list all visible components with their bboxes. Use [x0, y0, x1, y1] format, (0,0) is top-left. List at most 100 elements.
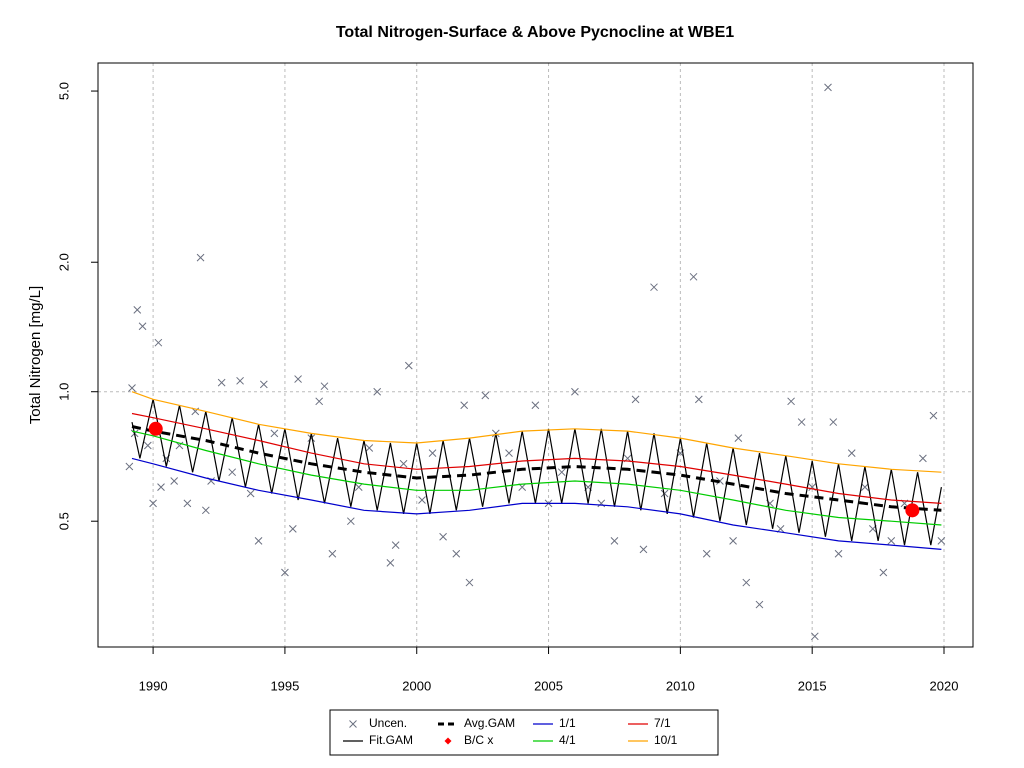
- data-point: [810, 632, 819, 641]
- data-point: [143, 441, 152, 450]
- data-point: [365, 444, 374, 452]
- data-point: [689, 272, 698, 281]
- legend-label: Avg.GAM: [464, 716, 515, 730]
- legend-label: Uncen.: [369, 716, 407, 730]
- y-tick-label: 0.5: [56, 512, 71, 530]
- data-point: [328, 549, 337, 558]
- data-point: [919, 454, 927, 463]
- data-point: [428, 449, 437, 457]
- data-point: [288, 524, 297, 533]
- data-point: [259, 380, 268, 389]
- data-point: [133, 305, 142, 314]
- data-point: [787, 397, 795, 406]
- series-line: [131, 412, 942, 504]
- data-point: [391, 541, 400, 549]
- data-point: [228, 468, 237, 477]
- data-point: [887, 537, 896, 545]
- series-line: [131, 425, 942, 512]
- data-point: [729, 537, 737, 545]
- data-point: [702, 549, 711, 558]
- data-point: [660, 489, 669, 498]
- data-point: [320, 382, 329, 391]
- data-point: [531, 401, 540, 410]
- data-point: [824, 83, 832, 92]
- data-point: [373, 387, 382, 396]
- x-tick-label: 1995: [270, 678, 299, 693]
- data-point: [694, 395, 703, 404]
- data-point: [128, 384, 136, 392]
- data-point: [183, 499, 192, 508]
- legend-label: 10/1: [654, 733, 678, 747]
- data-point: [610, 537, 619, 545]
- data-point: [439, 532, 447, 541]
- data-point: [196, 253, 205, 262]
- data-point: [929, 411, 938, 420]
- data-point: [505, 449, 513, 457]
- legend-swatch: [349, 720, 357, 728]
- data-point: [937, 537, 946, 545]
- data-point: [254, 537, 263, 545]
- legend-swatch: [444, 737, 452, 745]
- data-point: [404, 361, 413, 370]
- legend-label: 7/1: [654, 716, 671, 730]
- data-point: [294, 375, 302, 383]
- x-tick-label: 2010: [666, 678, 695, 693]
- data-point: [847, 449, 856, 457]
- data-point: [734, 434, 743, 442]
- data-point: [650, 283, 658, 292]
- series-line: [131, 430, 942, 526]
- legend-label: Fit.GAM: [369, 733, 413, 747]
- data-point: [175, 441, 184, 450]
- data-point: [170, 477, 179, 485]
- data-point: [879, 568, 888, 577]
- data-point: [236, 376, 244, 385]
- bc-point: [905, 503, 920, 518]
- y-tick-label: 1.0: [56, 383, 71, 401]
- data-point: [861, 483, 869, 492]
- data-point: [557, 468, 566, 477]
- data-point: [460, 401, 469, 410]
- data-point: [452, 549, 461, 558]
- data-point: [154, 338, 163, 347]
- data-point: [201, 506, 210, 515]
- data-point: [346, 517, 355, 526]
- plot-frame: [97, 62, 974, 648]
- data-point: [157, 483, 165, 492]
- legend-label: 4/1: [559, 733, 576, 747]
- data-point: [418, 496, 426, 504]
- x-tick-label: 2000: [402, 678, 431, 693]
- x-tick-label: 1990: [139, 678, 168, 693]
- chart-title: Total Nitrogen-Surface & Above Pycnoclin…: [336, 24, 734, 41]
- data-point: [465, 578, 474, 587]
- data-point: [149, 499, 157, 508]
- data-point: [829, 418, 838, 426]
- data-point: [281, 568, 289, 577]
- data-point: [639, 545, 648, 554]
- bc-point: [148, 421, 163, 436]
- data-point: [138, 322, 147, 331]
- data-point: [742, 578, 751, 587]
- data-point: [834, 549, 843, 558]
- data-point: [797, 418, 806, 426]
- y-tick-label: 5.0: [56, 82, 71, 100]
- data-point: [755, 600, 764, 609]
- data-point: [307, 434, 316, 442]
- data-point: [125, 462, 134, 471]
- data-point: [571, 387, 579, 396]
- x-tick-label: 2015: [798, 678, 827, 693]
- x-tick-label: 2005: [534, 678, 563, 693]
- y-axis-title: Total Nitrogen [mg/L]: [27, 286, 44, 424]
- series-line: [131, 399, 942, 546]
- y-tick-label: 2.0: [56, 253, 71, 271]
- plot-area: [125, 83, 946, 641]
- data-point: [270, 429, 279, 438]
- data-point: [481, 391, 490, 400]
- legend-label: B/C x: [464, 733, 493, 747]
- data-point: [217, 378, 226, 387]
- legend-label: 1/1: [559, 716, 576, 730]
- data-point: [631, 395, 640, 404]
- legend-box: [329, 709, 719, 756]
- series-line: [131, 457, 942, 550]
- data-point: [399, 459, 408, 468]
- data-point: [315, 397, 324, 406]
